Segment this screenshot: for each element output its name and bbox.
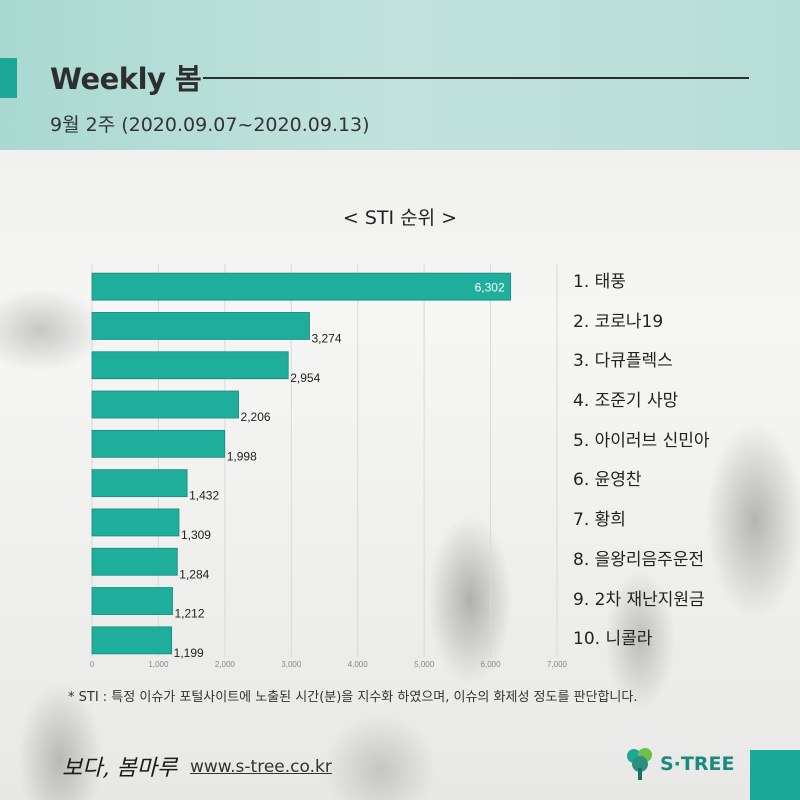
rank-item: 10. 니콜라 xyxy=(573,629,653,650)
rank-item: 3. 다큐플렉스 xyxy=(573,351,673,372)
bar xyxy=(91,547,178,576)
bar xyxy=(91,390,239,419)
rank-item: 7. 황희 xyxy=(573,510,626,531)
x-tick-label: 6,000 xyxy=(481,660,502,669)
bar-value-label: 1,998 xyxy=(227,449,257,463)
bar-value-label: 6,302 xyxy=(475,281,505,295)
rank-item: 1. 태풍 xyxy=(573,272,626,292)
rank-item: 6. 윤영찬 xyxy=(573,470,642,491)
bar xyxy=(91,508,180,537)
header-accent-bar xyxy=(0,58,17,98)
tree-icon xyxy=(627,748,652,780)
x-tick-label: 2,000 xyxy=(215,660,236,669)
bar xyxy=(91,469,188,498)
page-title: Weekly 봄 xyxy=(50,62,202,96)
bar-value-label: 1,212 xyxy=(175,607,205,621)
bar xyxy=(91,351,289,380)
x-tick-label: 7,000 xyxy=(547,660,568,669)
rank-item: 9. 2차 재난지원금 xyxy=(573,589,705,610)
x-tick-label: 4,000 xyxy=(348,660,369,669)
website-link[interactable]: www.s-tree.co.kr xyxy=(190,757,332,777)
bar xyxy=(91,626,173,655)
rank-list: 1. 태풍 2. 코로나19 3. 다큐플렉스 4. 조준기 사망 5. 아이러브 신민… xyxy=(573,268,783,665)
bar-value-label: 3,274 xyxy=(311,331,341,345)
stree-logo: S·TREE xyxy=(624,746,734,782)
rank-item: 4. 조준기 사망 xyxy=(573,391,679,412)
bar-value-label: 2,206 xyxy=(241,410,271,424)
bar xyxy=(91,587,173,615)
x-tick-label: 1,000 xyxy=(148,660,169,669)
chart-title: < STI 순위 > xyxy=(342,207,458,229)
week-range: 9월 2주 (2020.09.07~2020.09.13) xyxy=(50,114,370,136)
bar xyxy=(91,272,512,301)
header-band xyxy=(0,0,800,150)
bar-value-label: 1,309 xyxy=(181,528,211,542)
bar xyxy=(91,312,310,340)
corner-accent xyxy=(750,750,800,800)
footnote: * STI : 특정 이슈가 포털사이트에 노출된 시간(분)을 지수화 하였으… xyxy=(68,690,638,705)
brand-logo: 보다, 봄마루 xyxy=(62,756,178,781)
bar-value-label: 1,199 xyxy=(174,646,204,660)
x-tick-label: 3,000 xyxy=(281,660,302,669)
stree-logo-text: S·TREE xyxy=(660,753,735,775)
rank-item: 2. 코로나19 xyxy=(573,311,664,332)
bar-value-label: 1,432 xyxy=(189,489,219,503)
x-tick-label: 0 xyxy=(90,660,95,669)
rank-item: 8. 을왕리음주운전 xyxy=(573,549,705,570)
bar-value-label: 1,284 xyxy=(179,567,209,581)
title-underline xyxy=(203,77,749,79)
bar xyxy=(91,429,226,458)
bar-value-label: 2,954 xyxy=(290,371,320,385)
x-tick-label: 5,000 xyxy=(414,660,435,669)
rank-item: 5. 아이러브 신민아 xyxy=(573,430,710,451)
